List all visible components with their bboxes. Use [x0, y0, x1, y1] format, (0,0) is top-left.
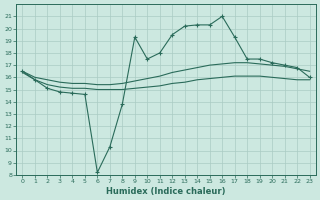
X-axis label: Humidex (Indice chaleur): Humidex (Indice chaleur): [106, 187, 226, 196]
